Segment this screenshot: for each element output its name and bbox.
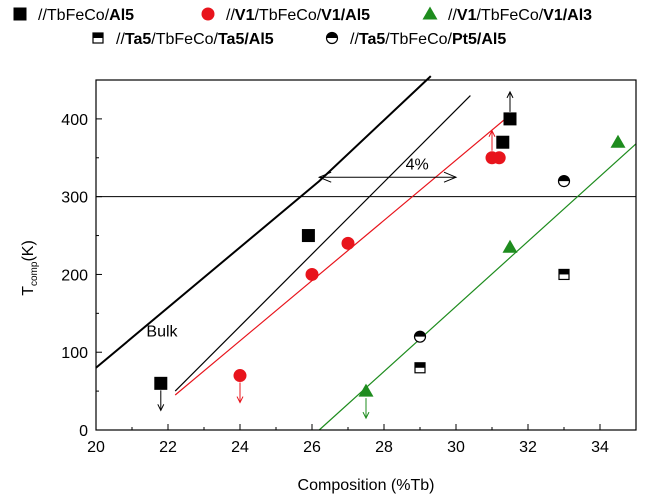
axes: 20 22 24 26 28 30 32 34 0 100 200 300 400 — [61, 112, 609, 456]
data-point — [496, 135, 510, 149]
legend-label-part: Al5 — [109, 7, 134, 24]
legend-entry: //Ta5/TbFeCo/Ta5/Al5 — [92, 31, 274, 48]
legend-label-part: /TbFeCo/ — [151, 31, 218, 48]
legend-entry: //V1/TbFeCo/V1/Al5 — [201, 7, 370, 24]
legend-label-part: V1 — [457, 7, 477, 24]
x-tick-label: 26 — [303, 439, 321, 456]
series-4 — [413, 175, 571, 343]
legend-label: //TbFeCo/Al5 — [38, 7, 134, 24]
data-point — [503, 112, 517, 126]
y-axis-label-main: T — [20, 286, 37, 296]
legend-label-part: Pt5/Al5 — [452, 31, 506, 48]
legend-marker — [422, 6, 438, 20]
x-tick-label: 20 — [87, 439, 105, 456]
data-point — [305, 267, 319, 281]
legend-label-part: Ta5 — [359, 31, 385, 48]
limit-arrow-head — [488, 129, 496, 138]
fit-line — [174, 95, 471, 392]
y-tick-label: 200 — [61, 267, 88, 284]
data-point — [341, 236, 355, 250]
x-tick-label: 28 — [375, 439, 393, 456]
limit-arrow-head — [236, 396, 244, 404]
legend-label: //V1/TbFeCo/V1/Al5 — [226, 7, 370, 24]
series-3 — [414, 268, 570, 374]
y-tick-label: 0 — [79, 423, 88, 440]
data-point — [610, 134, 626, 148]
limit-arrow-head — [157, 404, 165, 412]
y-axis-label-sub: comp — [29, 261, 40, 286]
legend-label-part: // — [448, 7, 457, 24]
data-point — [154, 376, 168, 390]
legend-label-part: // — [116, 31, 125, 48]
legend-label: //Ta5/TbFeCo/Ta5/Al5 — [116, 31, 274, 48]
legend-label-part: V1 — [235, 7, 255, 24]
legend-marker — [201, 7, 215, 21]
fit-line — [318, 143, 637, 431]
x-tick-label: 30 — [447, 439, 465, 456]
composition-bracket: Bulk 4% — [146, 156, 458, 341]
legend-label: //Ta5/TbFeCo/Pt5/Al5 — [350, 31, 506, 48]
fit-line — [174, 114, 511, 396]
limit-arrow-head — [362, 411, 370, 420]
data-point-fill — [558, 175, 570, 182]
y-tick-label: 100 — [61, 345, 88, 362]
plot-frame — [95, 79, 637, 431]
legend-marker-fill — [93, 33, 103, 38]
bracket-arrow-right — [443, 171, 458, 183]
fit-line — [95, 75, 432, 369]
legend-label-part: /TbFeCo/ — [476, 7, 543, 24]
legend-label-part: //TbFeCo/ — [38, 7, 110, 24]
legend-entry: //V1/TbFeCo/V1/Al3 — [422, 6, 592, 24]
legend-label-part: V1/Al5 — [321, 7, 370, 24]
series-2 — [358, 134, 626, 420]
legend-label-part: // — [350, 31, 359, 48]
x-tick-label: 24 — [231, 439, 249, 456]
legend: //TbFeCo/Al5//V1/TbFeCo/V1/Al5//V1/TbFeC… — [13, 6, 592, 48]
legend-label-part: /TbFeCo/ — [254, 7, 321, 24]
data-point-fill — [414, 331, 426, 337]
series-1 — [233, 129, 506, 404]
data-point — [301, 229, 315, 243]
legend-label-part: // — [226, 7, 235, 24]
data-point — [358, 383, 374, 397]
legend-marker-fill — [326, 32, 338, 38]
data-point — [492, 151, 506, 165]
data-point-fill — [415, 362, 425, 368]
data-point — [502, 239, 518, 253]
y-axis-label: Tcomp(K) — [20, 240, 40, 296]
legend-label: //V1/TbFeCo/V1/Al3 — [448, 7, 592, 24]
legend-label-part: Ta5/Al5 — [218, 31, 274, 48]
annotation: Bulk — [146, 324, 178, 341]
fit-lines — [95, 75, 637, 431]
limit-arrow-head — [506, 90, 514, 99]
legend-label-part: V1/Al3 — [543, 7, 592, 24]
x-tick-label: 32 — [519, 439, 537, 456]
legend-label-part: Ta5 — [125, 31, 151, 48]
y-axis-label-unit: (K) — [20, 240, 37, 261]
legend-label-part: /TbFeCo/ — [385, 31, 452, 48]
legend-entry: //TbFeCo/Al5 — [13, 7, 134, 24]
annotation: 4% — [406, 156, 429, 173]
legend-entry: //Ta5/TbFeCo/Pt5/Al5 — [325, 31, 506, 48]
data-point — [233, 369, 247, 383]
y-tick-label: 300 — [61, 190, 88, 207]
data-points — [154, 90, 626, 420]
x-axis-label: Composition (%Tb) — [298, 477, 435, 494]
y-tick-label: 400 — [61, 112, 88, 129]
x-tick-label: 34 — [591, 439, 609, 456]
series-0 — [154, 90, 517, 412]
x-tick-label: 22 — [159, 439, 177, 456]
legend-marker — [13, 7, 27, 21]
data-point-fill — [559, 269, 569, 275]
bracket-arrow-left — [317, 171, 332, 183]
